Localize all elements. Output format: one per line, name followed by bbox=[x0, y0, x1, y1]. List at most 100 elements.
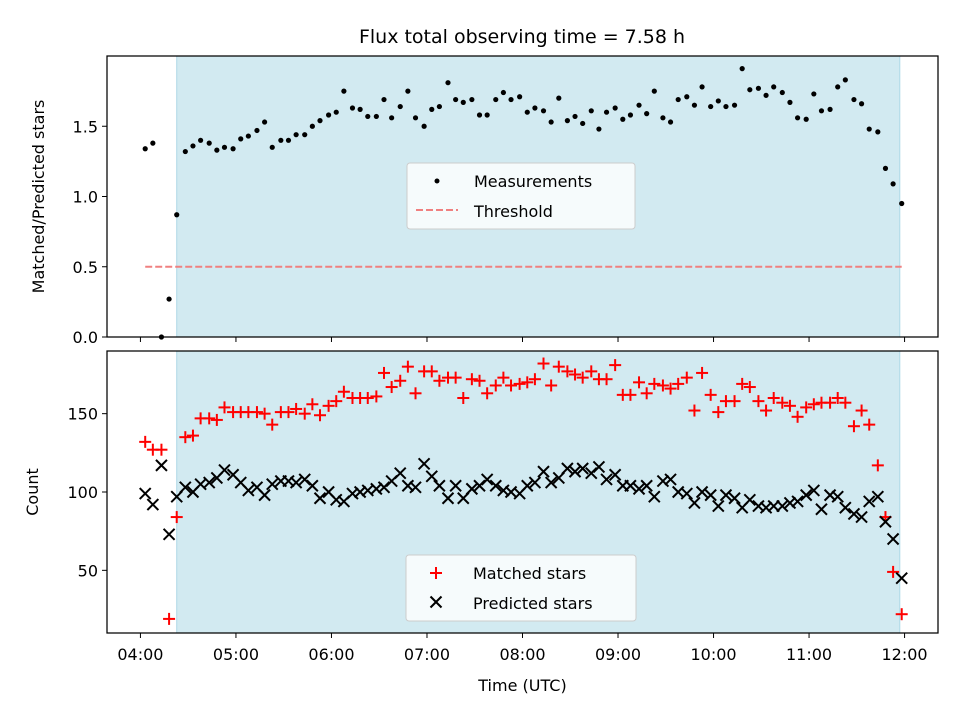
top-axis-ticks: 0.0 0.5 1.0 1.5 bbox=[73, 117, 906, 347]
x-tick-label: 12:00 bbox=[882, 645, 928, 664]
measurement-point bbox=[469, 96, 475, 103]
predicted-star-point bbox=[855, 510, 868, 524]
predicted-star-point bbox=[306, 479, 319, 492]
measurement-point bbox=[524, 109, 530, 115]
matched-star-point bbox=[449, 371, 462, 384]
measurement-point bbox=[373, 113, 379, 120]
measurement-point bbox=[174, 212, 180, 218]
bottom-y-tick-label: 50 bbox=[78, 561, 98, 580]
measurement-point bbox=[508, 96, 514, 103]
predicted-star-point bbox=[441, 492, 455, 505]
predicted-star-point bbox=[258, 488, 271, 502]
measurement-point bbox=[723, 103, 729, 110]
predicted-star-point bbox=[425, 470, 438, 483]
measurement-point bbox=[349, 105, 356, 111]
measurement-point bbox=[389, 115, 395, 121]
matched-star-point bbox=[688, 404, 701, 417]
measurement-point bbox=[254, 127, 260, 134]
matched-star-point bbox=[290, 402, 303, 415]
predicted-star-point bbox=[791, 495, 804, 508]
predicted-star-point bbox=[743, 493, 757, 507]
measurement-point bbox=[405, 88, 411, 94]
measurement-point bbox=[620, 116, 626, 122]
top-y-tick-label: 0.0 bbox=[73, 328, 98, 347]
measurement-point bbox=[540, 108, 547, 114]
matched-star-point bbox=[481, 387, 494, 400]
predicted-star-point bbox=[480, 473, 494, 486]
measurement-point bbox=[341, 88, 347, 94]
matched-star-point bbox=[155, 443, 168, 456]
matched-star-point bbox=[728, 395, 741, 408]
matched-star-point bbox=[672, 377, 685, 390]
measurement-point bbox=[262, 119, 268, 125]
matched-star-point bbox=[871, 459, 884, 472]
bottom-legend: Matched stars Predicted stars bbox=[405, 554, 637, 622]
predicted-star-point bbox=[561, 462, 574, 475]
measurement-point bbox=[708, 103, 714, 110]
measurement-point bbox=[548, 119, 554, 125]
legend-measurements-marker bbox=[434, 178, 440, 184]
predicted-star-point bbox=[449, 479, 462, 492]
predicted-star-point bbox=[155, 459, 168, 472]
predicted-star-point bbox=[799, 488, 813, 502]
legend-matched-marker bbox=[430, 567, 442, 579]
measurement-point bbox=[476, 112, 483, 118]
measurement-point bbox=[190, 143, 196, 149]
matched-star-point bbox=[163, 612, 176, 625]
measurement-point bbox=[166, 296, 172, 302]
matched-star-point bbox=[776, 396, 789, 409]
legend-predicted-label: Predicted stars bbox=[473, 594, 593, 613]
predicted-star-point bbox=[719, 488, 733, 502]
measurement-point bbox=[333, 109, 339, 115]
matched-star-point bbox=[385, 381, 398, 394]
matched-star-point bbox=[186, 429, 199, 442]
measurement-point bbox=[293, 132, 299, 138]
matched-star-point bbox=[473, 374, 486, 387]
measurement-point bbox=[326, 112, 332, 118]
matched-star-point bbox=[537, 357, 550, 370]
measurement-point bbox=[755, 85, 762, 91]
measurement-point bbox=[771, 84, 777, 90]
measurement-point bbox=[302, 132, 308, 138]
predicted-star-point bbox=[688, 496, 701, 510]
measurement-point bbox=[381, 96, 387, 103]
measurement-point bbox=[763, 92, 769, 98]
measurement-point bbox=[460, 99, 466, 105]
top-axes-frame bbox=[106, 55, 939, 338]
legend-predicted-marker bbox=[429, 595, 443, 609]
measurement-point bbox=[747, 87, 753, 93]
predicted-star-point bbox=[895, 571, 908, 585]
measurement-point bbox=[150, 140, 156, 146]
matched-star-point bbox=[513, 377, 526, 390]
measurement-point bbox=[429, 106, 435, 112]
measurement-point bbox=[421, 123, 427, 129]
predicted-star-point bbox=[847, 507, 861, 521]
measurement-point bbox=[484, 112, 490, 118]
x-tick-label: 10:00 bbox=[690, 645, 736, 664]
predicted-star-point bbox=[266, 477, 279, 491]
legend-measurements-label: Measurements bbox=[474, 172, 592, 191]
predicted-star-point bbox=[242, 484, 255, 497]
measurement-point bbox=[397, 103, 403, 110]
matched-star-point bbox=[736, 377, 749, 390]
measurement-point bbox=[842, 77, 848, 83]
predicted-star-point bbox=[521, 479, 534, 492]
measurement-point bbox=[699, 84, 705, 90]
measurement-point bbox=[794, 115, 801, 121]
matched-star-point bbox=[545, 379, 558, 392]
predicted-star-point bbox=[600, 473, 613, 486]
predicted-star-point bbox=[218, 463, 231, 477]
matched-star-point bbox=[465, 373, 478, 386]
predicted-star-point bbox=[592, 460, 606, 474]
measurement-point bbox=[445, 80, 451, 86]
top-y-axis-label: Matched/Predicted stars bbox=[29, 100, 48, 294]
matched-star-point bbox=[561, 365, 574, 378]
matched-star-point bbox=[203, 412, 216, 425]
measurement-point bbox=[779, 89, 785, 96]
predicted-star-point bbox=[138, 487, 152, 500]
matched-star-point bbox=[521, 376, 534, 389]
measurement-point bbox=[206, 140, 212, 146]
predicted-star-point bbox=[544, 476, 558, 489]
predicted-star-point bbox=[489, 479, 502, 492]
